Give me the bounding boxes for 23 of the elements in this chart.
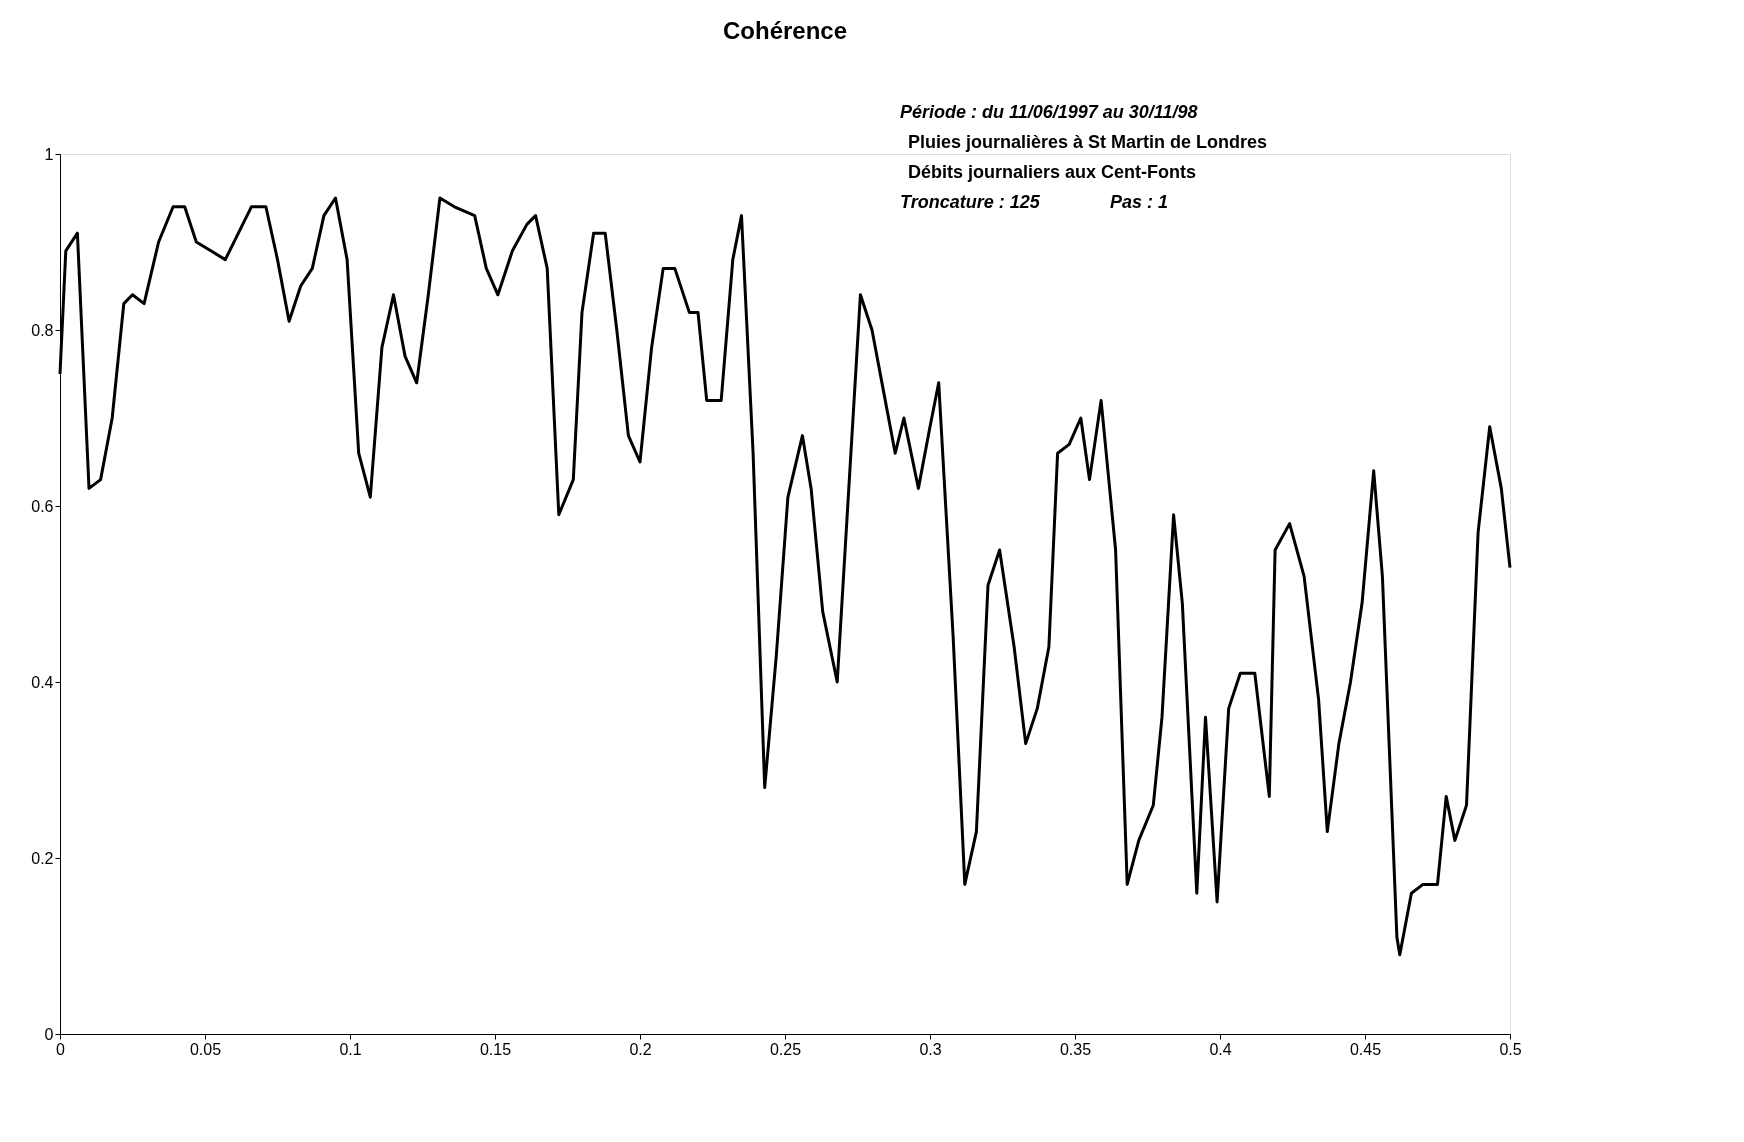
y-tick-label: 0 [44,1025,54,1043]
x-tick-label: 0.5 [1499,1040,1522,1058]
y-tick-label: 0.8 [31,321,54,339]
text: Pluies journalières à St Martin de Londres [908,132,1268,152]
y-tick-label: 1 [44,145,54,163]
x-tick-label: 0 [56,1040,66,1058]
x-tick-label: 0.4 [1209,1040,1232,1058]
chart-title: Cohérence [722,17,848,44]
annotation: Troncature : 125 [900,192,1041,212]
x-tick-label: 0.35 [1059,1040,1092,1058]
annotation: Débits journaliers aux Cent-Fonts [908,162,1197,182]
x-tick-label: 0.45 [1349,1040,1382,1058]
y-tick-label: 0.2 [31,849,54,867]
x-tick-label: 0.3 [919,1040,942,1058]
y-tick-label: 0.4 [31,673,54,691]
x-tick-label: 0.2 [629,1040,652,1058]
text: Période : du 11/06/1997 au 30/11/98 [900,102,1198,122]
x-tick-label: 0.15 [479,1040,512,1058]
y-tick-label: 0.6 [31,497,54,515]
x-tick-label: 0.25 [769,1040,802,1058]
x-tick-label: 0.1 [339,1040,362,1058]
annotation: Pas : 1 [1110,192,1169,212]
x-tick-label: 0.05 [189,1040,222,1058]
